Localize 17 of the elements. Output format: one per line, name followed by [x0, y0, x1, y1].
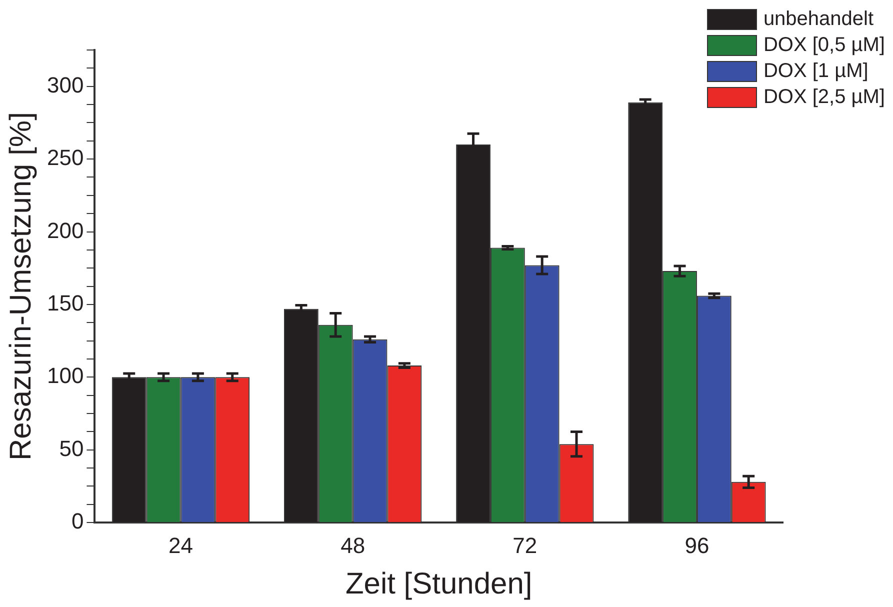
legend-label: DOX [1 µM] — [763, 60, 868, 82]
legend-label: DOX [2,5 µM] — [763, 86, 885, 108]
legend-label: unbehandelt — [763, 8, 874, 30]
y-axis-title: Resazurin-Umsetzung [%] — [4, 112, 38, 461]
x-tick-label: 24 — [168, 532, 193, 558]
x-axis-title: Zeit [Stunden] — [345, 567, 532, 600]
x-tick-label: 48 — [340, 532, 366, 558]
y-tick-label: 50 — [59, 436, 84, 461]
y-tick-label: 150 — [46, 290, 84, 316]
y-tick-label: 0 — [71, 508, 84, 534]
y-tick-label: 100 — [46, 363, 84, 388]
legend-label: DOX [0,5 µM] — [763, 34, 885, 56]
y-tick-label: 300 — [46, 72, 84, 98]
y-tick-label: 200 — [46, 218, 84, 243]
x-tick-label: 96 — [684, 532, 710, 558]
y-tick-label: 250 — [46, 145, 84, 170]
x-tick-label: 72 — [512, 532, 538, 558]
